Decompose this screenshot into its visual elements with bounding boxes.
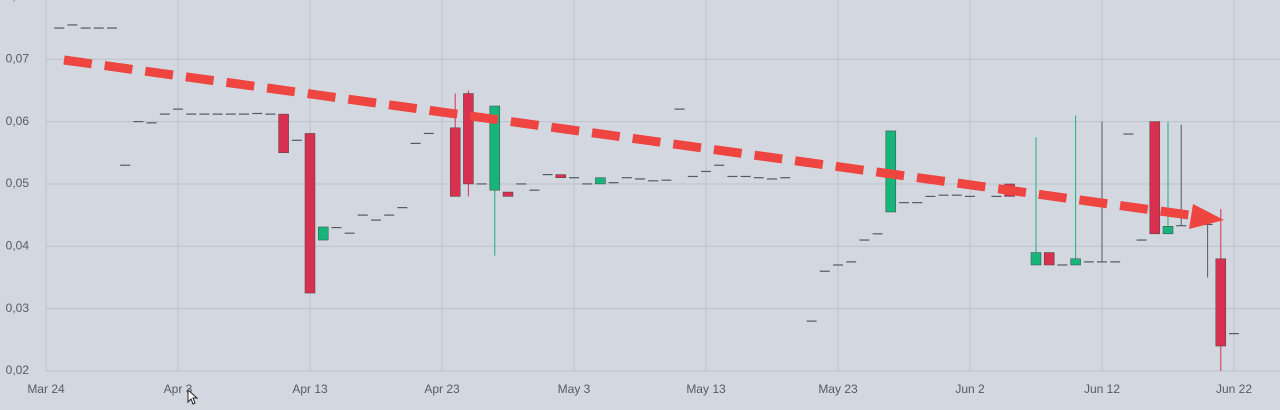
y-tick-label: 0,07 <box>6 51 30 65</box>
trend-line <box>63 55 1197 221</box>
cursor <box>187 388 199 405</box>
x-tick-label: Jun 12 <box>1084 382 1120 396</box>
y-tick-label: 0,08 <box>6 0 30 3</box>
x-tick-label: May 23 <box>818 382 858 396</box>
candle-body <box>449 127 461 197</box>
trend-arrow <box>63 55 1224 229</box>
candle-body <box>1215 258 1227 347</box>
y-tick-label: 0,02 <box>6 363 30 377</box>
x-tick-label: Apr 13 <box>292 382 328 396</box>
candle-body <box>304 133 316 294</box>
candle-body <box>595 177 606 185</box>
y-tick-label: 0,05 <box>6 176 30 190</box>
candle-body <box>1162 226 1174 235</box>
x-tick-label: May 3 <box>558 382 591 396</box>
arrow-head <box>1189 204 1224 229</box>
x-tick-label: Jun 22 <box>1216 382 1252 396</box>
candle-body <box>1043 252 1055 266</box>
candle-body <box>555 174 567 178</box>
candle-body <box>1070 258 1081 266</box>
candle-body <box>463 93 474 185</box>
x-tick-label: May 13 <box>686 382 726 396</box>
mouse-cursor <box>187 388 199 405</box>
y-tick-label: 0,03 <box>6 301 30 315</box>
x-tick-label: Apr 3 <box>164 382 193 396</box>
x-tick-label: Mar 24 <box>27 382 65 396</box>
candle-body <box>1149 121 1161 235</box>
x-tick-label: Jun 2 <box>955 382 985 396</box>
candle-body <box>317 226 329 241</box>
candle-body <box>502 191 514 197</box>
candle-body <box>1030 252 1042 266</box>
x-tick-label: Apr 23 <box>424 382 460 396</box>
y-tick-label: 0,04 <box>6 238 30 252</box>
y-tick-label: 0,06 <box>6 114 30 128</box>
candle-body <box>489 105 501 191</box>
candle-body <box>278 113 289 154</box>
grid: 0,02 0,03 0,04 0,05 0,06 0,07 0,08 Mar 24 Apr 3 A… <box>6 0 1280 396</box>
